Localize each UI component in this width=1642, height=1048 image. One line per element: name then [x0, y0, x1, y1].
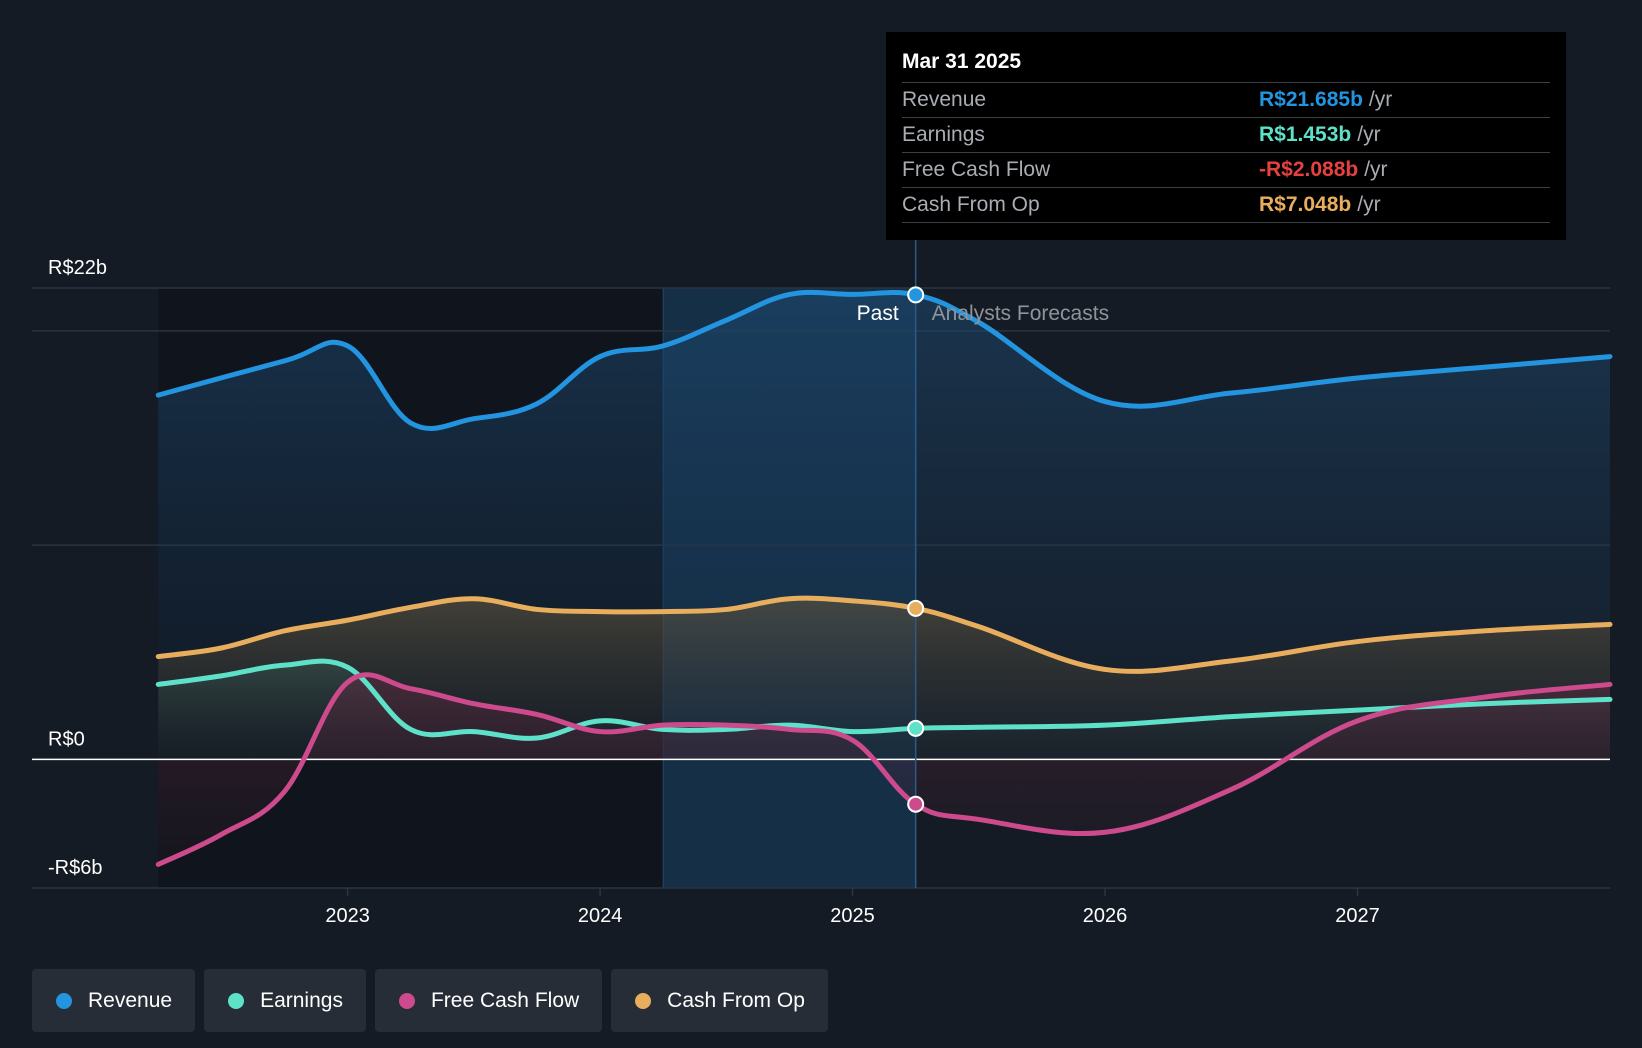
legend-label: Earnings — [260, 988, 343, 1012]
tooltip-row-value: R$7.048b — [1259, 193, 1352, 216]
x-tick-label: 2023 — [325, 905, 370, 927]
tooltip-row-free-cash-flow: Free Cash Flow -R$2.088b /yr — [902, 152, 1550, 187]
present-marker-free-cash-flow — [907, 795, 925, 813]
legend-item-cash-from-op[interactable]: Cash From Op — [611, 969, 828, 1032]
tooltip-row-unit: /yr — [1368, 88, 1393, 111]
legend: Revenue Earnings Free Cash Flow Cash Fro… — [32, 969, 828, 1032]
tooltip-row-revenue: Revenue R$21.685b /yr — [902, 82, 1550, 117]
present-marker-earnings — [907, 719, 925, 737]
y-tick-label: R$0 — [48, 728, 85, 750]
earnings-dot-icon — [228, 992, 245, 1009]
tooltip: Mar 31 2025 Revenue R$21.685b /yr Earnin… — [886, 32, 1566, 240]
tooltip-row-earnings: Earnings R$1.453b /yr — [902, 117, 1550, 152]
series-line-cash-from-op — [155, 595, 1613, 674]
y-tick-label: -R$6b — [48, 857, 102, 879]
x-tick-label: 2027 — [1335, 905, 1380, 927]
area-earnings — [158, 661, 1611, 760]
legend-item-earnings[interactable]: Earnings — [204, 969, 366, 1032]
legend-item-revenue[interactable]: Revenue — [32, 969, 196, 1032]
present-marker-cash-from-op — [907, 599, 925, 617]
legend-item-free-cash-flow[interactable]: Free Cash Flow — [374, 969, 603, 1032]
tooltip-row-name: Free Cash Flow — [902, 158, 1051, 181]
legend-label: Free Cash Flow — [430, 988, 580, 1012]
legend-label: Cash From Op — [667, 988, 805, 1012]
past-label: Past — [857, 302, 899, 325]
revenue-dot-icon — [56, 992, 72, 1009]
forecast-label: Analysts Forecasts — [932, 302, 1109, 325]
x-tick-label: 2026 — [1083, 905, 1128, 927]
x-tick-label: 2024 — [578, 905, 623, 927]
tooltip-row-name: Revenue — [902, 88, 987, 111]
cash-from-op-dot-icon — [635, 992, 652, 1009]
tooltip-row-value: R$1.453b — [1259, 123, 1352, 146]
tooltip-row-unit: /yr — [1364, 158, 1388, 181]
free-cash-flow-dot-icon — [398, 992, 415, 1009]
tooltip-row-unit: /yr — [1357, 123, 1381, 146]
series-line-free-cash-flow — [155, 672, 1613, 867]
tooltip-row-value: R$21.685b — [1259, 88, 1363, 111]
y-tick-label: R$22b — [48, 257, 107, 279]
tooltip-row-cash-from-op: Cash From Op R$7.048b /yr — [902, 187, 1550, 223]
x-tick-label: 2025 — [830, 905, 875, 927]
tooltip-row-unit: /yr — [1357, 193, 1381, 216]
tooltip-row-name: Earnings — [902, 123, 985, 146]
legend-label: Revenue — [88, 988, 173, 1012]
present-marker-revenue — [907, 286, 925, 304]
tooltip-row-value: -R$2.088b — [1259, 158, 1359, 181]
tooltip-date: Mar 31 2025 — [902, 50, 1022, 73]
series-line-revenue — [155, 289, 1613, 431]
tooltip-row-name: Cash From Op — [902, 193, 1040, 216]
